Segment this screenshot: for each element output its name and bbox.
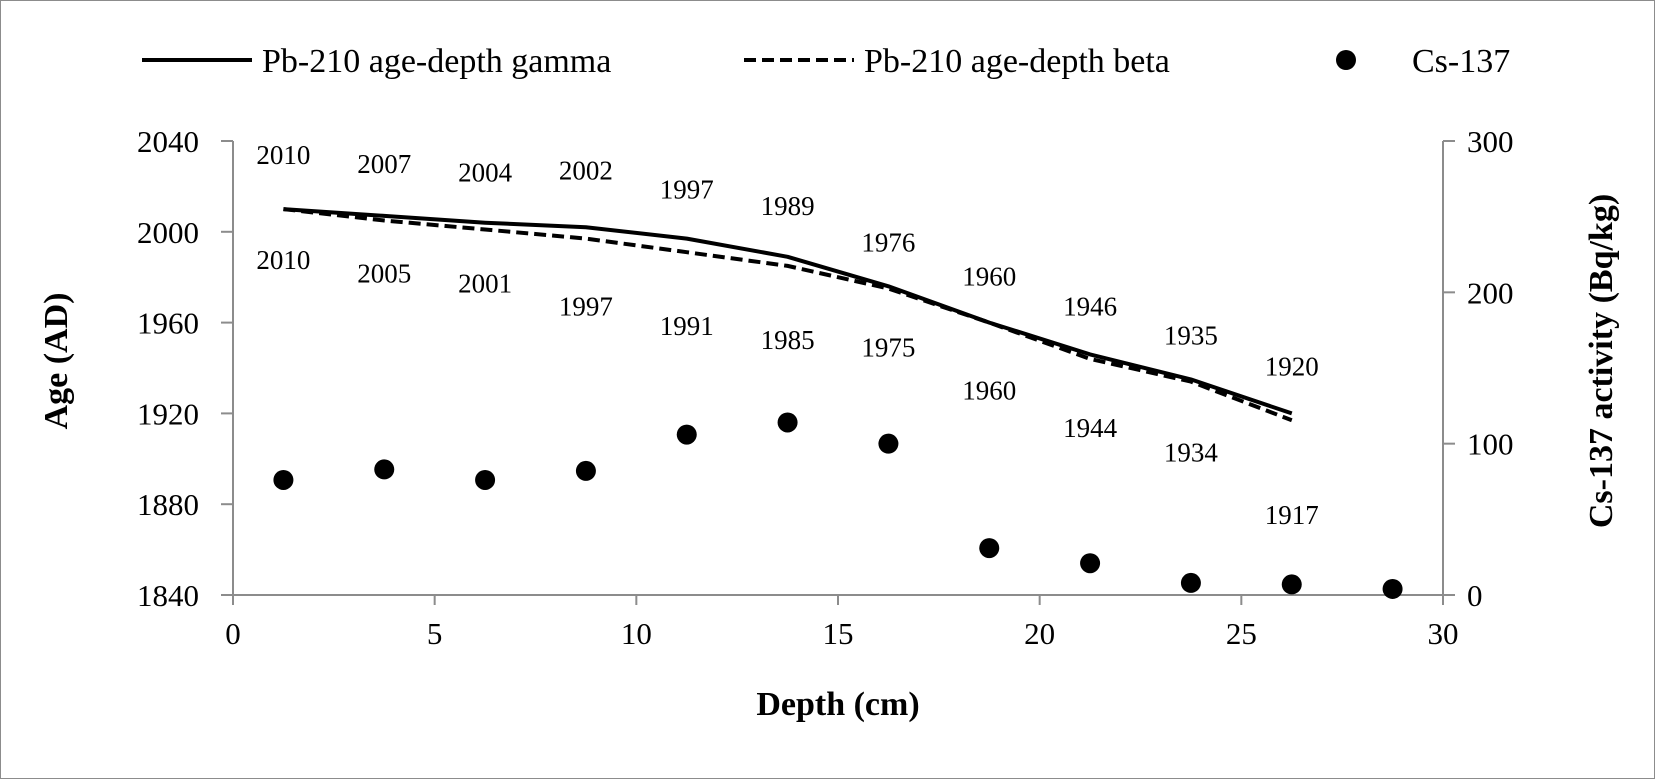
y-tick-label: 1880 [137,487,199,522]
cs137-point [979,538,1000,559]
cs137-point [878,433,899,454]
gamma-data-label: 1960 [962,262,1016,292]
beta-data-label: 1985 [761,325,815,355]
y2-axis-title: Cs-137 activity (Bq/kg) [1583,194,1620,528]
axes: 0 5 10 15 20 25 30 1840 1880 1920 1960 2000 2040 0 100… [137,124,1514,651]
beta-data-label: 1997 [559,292,613,322]
y2-tick-label: 200 [1467,275,1514,310]
x-axis-title: Depth (cm) [756,686,919,723]
gamma-data-label: 1997 [660,175,714,205]
cs137-point [676,424,697,445]
legend-swatch-cs137 [1336,50,1356,70]
x-tick-label: 20 [1024,616,1055,651]
y-tick-label: 2000 [137,215,199,250]
x-tick-label: 10 [621,616,652,651]
cs137-point [374,459,395,480]
legend: Pb-210 age-depth gamma Pb-210 age-depth b… [142,43,1510,80]
plot-area [273,207,1403,599]
x-tick-label: 0 [225,616,241,651]
x-tick-label: 5 [427,616,443,651]
beta-data-label: 1975 [861,333,915,363]
beta-data-label: 1960 [962,376,1016,406]
x-tick-label: 25 [1226,616,1257,651]
beta-data-label: 1991 [660,311,714,341]
cs137-point [1080,553,1101,574]
cs137-point [1281,574,1302,595]
y2-tick-label: 300 [1467,124,1514,159]
legend-label-cs137: Cs-137 [1412,43,1510,80]
beta-data-label: 1934 [1164,438,1219,468]
x-tick-label: 30 [1428,616,1459,651]
gamma-data-label: 2002 [559,155,613,185]
y-axis-title: Age (AD) [38,293,75,430]
beta-data-label: 2010 [256,245,310,275]
y-tick-label: 1920 [137,396,199,431]
beta-data-label: 2005 [357,258,411,288]
cs137-point [273,469,294,490]
legend-label-gamma: Pb-210 age-depth gamma [262,43,611,80]
cs137-point [1382,578,1403,599]
legend-label-beta: Pb-210 age-depth beta [864,43,1170,80]
beta-data-label: 1917 [1265,500,1319,530]
gamma-data-label: 2004 [458,158,513,188]
cs137-point [777,412,798,433]
y-tick-label: 1960 [137,306,199,341]
gamma-data-label: 1920 [1265,351,1319,381]
data-labels: 2010 2007 2004 2002 1997 1989 1976 1960 1946 1935… [256,140,1318,530]
beta-series-line [283,207,1293,423]
cs137-point [475,469,496,490]
gamma-data-label: 1989 [761,191,815,221]
y2-tick-label: 0 [1467,578,1483,613]
gamma-series-line [283,207,1293,416]
gamma-data-label: 1976 [861,227,915,257]
cs137-point [575,460,596,481]
y2-tick-label: 100 [1467,427,1514,462]
x-tick-label: 15 [823,616,854,651]
beta-data-label: 1944 [1063,413,1118,443]
gamma-data-label: 1946 [1063,291,1117,321]
gamma-data-label: 2010 [256,140,310,170]
cs137-point [1180,572,1201,593]
y-tick-label: 2040 [137,124,199,159]
beta-data-label: 2001 [458,269,512,299]
y-tick-label: 1840 [137,578,199,613]
gamma-data-label: 2007 [357,149,411,179]
gamma-data-label: 1935 [1164,320,1218,350]
